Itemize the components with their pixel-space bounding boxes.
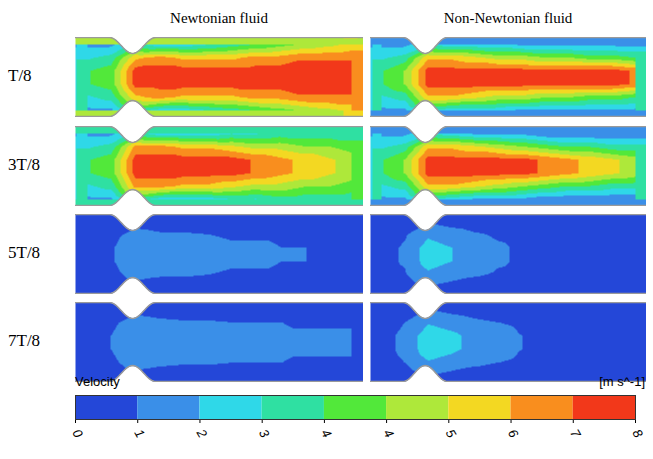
html-text:Newtonian fluid: Newtonian fluid xyxy=(170,10,268,26)
html-text:Velocity: Velocity xyxy=(75,374,120,389)
svg-text:3: 3 xyxy=(256,427,273,441)
svg-text:8: 8 xyxy=(629,427,646,441)
html-text:5T/8: 5T/8 xyxy=(8,243,41,262)
html-text:T/8: T/8 xyxy=(8,66,32,85)
svg-text:4: 4 xyxy=(380,427,397,441)
svg-text:0: 0 xyxy=(69,427,86,441)
html-text:Non-Newtonian fluid: Non-Newtonian fluid xyxy=(443,10,573,26)
svg-text:6: 6 xyxy=(505,427,522,441)
html-text:7T/8: 7T/8 xyxy=(8,331,41,350)
svg-text:7: 7 xyxy=(567,427,584,441)
svg-text:1: 1 xyxy=(132,427,149,441)
svg-text:2: 2 xyxy=(193,426,210,441)
html-text:3T/8: 3T/8 xyxy=(8,155,41,174)
svg-text:5: 5 xyxy=(443,427,460,441)
html-text:[m s^-1]: [m s^-1] xyxy=(599,374,645,389)
svg-text:4: 4 xyxy=(318,427,335,441)
